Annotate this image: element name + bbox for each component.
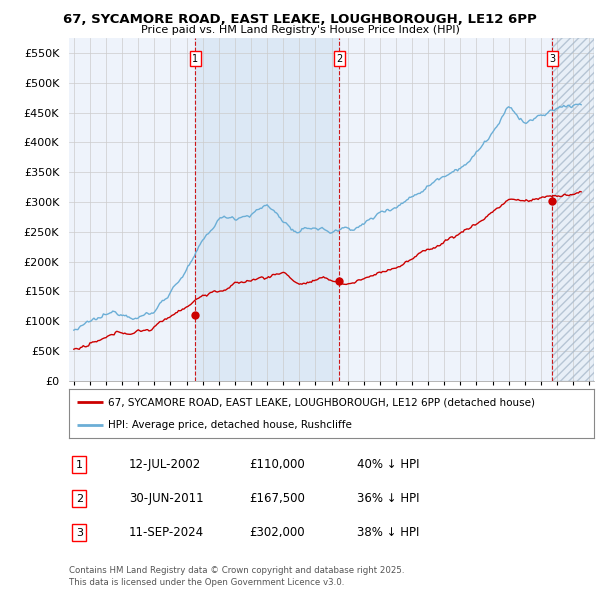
Text: £302,000: £302,000 — [249, 526, 305, 539]
Text: 12-JUL-2002: 12-JUL-2002 — [129, 458, 201, 471]
Text: £167,500: £167,500 — [249, 492, 305, 505]
Text: 40% ↓ HPI: 40% ↓ HPI — [357, 458, 419, 471]
Bar — [552, 38, 594, 381]
Bar — [552, 38, 594, 381]
Text: 3: 3 — [76, 528, 83, 537]
Text: HPI: Average price, detached house, Rushcliffe: HPI: Average price, detached house, Rush… — [109, 419, 352, 430]
Bar — [552, 38, 594, 381]
Text: 2: 2 — [336, 54, 343, 64]
Text: 38% ↓ HPI: 38% ↓ HPI — [357, 526, 419, 539]
Text: 30-JUN-2011: 30-JUN-2011 — [129, 492, 203, 505]
Text: 1: 1 — [76, 460, 83, 470]
Text: 67, SYCAMORE ROAD, EAST LEAKE, LOUGHBOROUGH, LE12 6PP: 67, SYCAMORE ROAD, EAST LEAKE, LOUGHBORO… — [63, 13, 537, 26]
Text: 3: 3 — [549, 54, 555, 64]
Text: Contains HM Land Registry data © Crown copyright and database right 2025.
This d: Contains HM Land Registry data © Crown c… — [69, 566, 404, 587]
Bar — [195, 38, 340, 381]
Text: 36% ↓ HPI: 36% ↓ HPI — [357, 492, 419, 505]
Text: £110,000: £110,000 — [249, 458, 305, 471]
Text: 1: 1 — [192, 54, 199, 64]
Text: 11-SEP-2024: 11-SEP-2024 — [129, 526, 204, 539]
Text: 2: 2 — [76, 494, 83, 503]
Text: Price paid vs. HM Land Registry's House Price Index (HPI): Price paid vs. HM Land Registry's House … — [140, 25, 460, 35]
Text: 67, SYCAMORE ROAD, EAST LEAKE, LOUGHBOROUGH, LE12 6PP (detached house): 67, SYCAMORE ROAD, EAST LEAKE, LOUGHBORO… — [109, 398, 535, 408]
